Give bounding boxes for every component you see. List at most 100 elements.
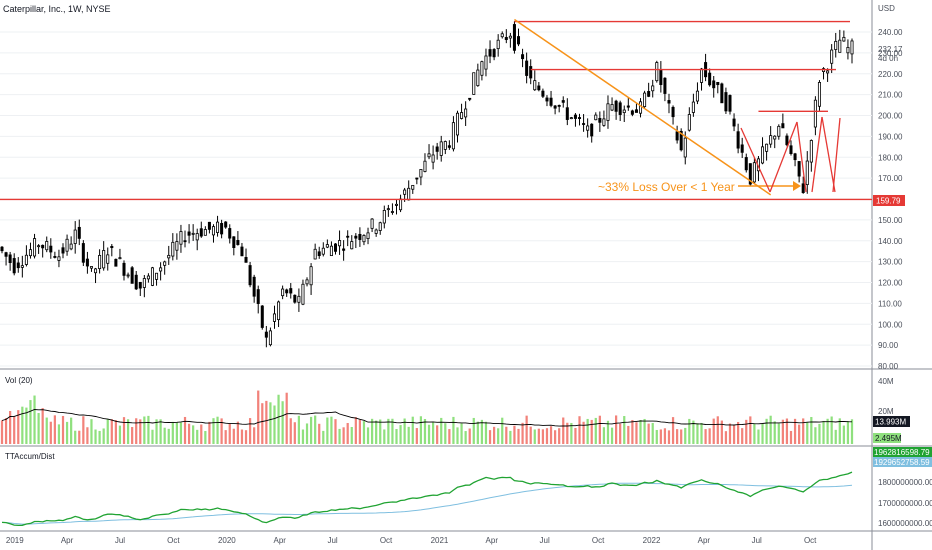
- accum-line: [1, 471, 853, 527]
- candle-body: [16, 262, 20, 269]
- volume-bar: [704, 429, 707, 444]
- candle-body: [187, 231, 191, 236]
- candle-body: [33, 238, 37, 257]
- volume-bar: [785, 418, 789, 444]
- candle-body: [541, 90, 545, 97]
- candle-body: [277, 301, 281, 321]
- candle-body: [289, 288, 293, 294]
- accum-ma-line: [1, 482, 853, 525]
- volume-bar: [244, 430, 248, 444]
- candle-body: [797, 161, 801, 177]
- volume-bar: [464, 431, 467, 444]
- volume-bar: [635, 422, 638, 444]
- volume-bar: [814, 427, 817, 444]
- candle-body: [49, 245, 53, 253]
- candle-body: [801, 183, 805, 193]
- volume-bar: [143, 416, 146, 444]
- volume-bar: [240, 429, 244, 444]
- volume-bar: [737, 421, 740, 444]
- volume-bar: [358, 419, 362, 444]
- volume-bar: [338, 428, 341, 444]
- volume-bar: [318, 423, 321, 444]
- volume-bar: [135, 418, 138, 444]
- accum-pane-title: TTAccum/Dist: [5, 452, 55, 461]
- candle-body: [138, 281, 142, 289]
- candle-body: [647, 91, 651, 97]
- volume-bar: [440, 417, 443, 444]
- candle-body: [590, 123, 594, 137]
- candle-body: [8, 254, 12, 263]
- wedge-line: [821, 116, 836, 193]
- volume-bar: [619, 423, 622, 444]
- volume-bar: [671, 417, 675, 444]
- volume-bar: [196, 429, 199, 444]
- candle-body: [830, 49, 834, 64]
- candle-body: [321, 247, 325, 255]
- volume-bar: [643, 418, 646, 444]
- volume-bar: [586, 418, 589, 444]
- price-tick-label: 230.00: [878, 49, 903, 58]
- volume-bar: [749, 416, 752, 444]
- volume-bar: [415, 428, 418, 444]
- price-tick-label: 80.00: [878, 362, 899, 371]
- volume-bar: [842, 425, 845, 444]
- accum-tick-1600m: 1600000000.00: [878, 519, 932, 528]
- candle-body: [569, 117, 573, 120]
- candle-body: [199, 228, 203, 237]
- candle-body: [606, 103, 610, 121]
- candle-body: [512, 24, 516, 51]
- volume-bar: [322, 430, 325, 444]
- volume-bar: [110, 419, 113, 444]
- candle-body: [455, 112, 460, 136]
- volume-bar: [4, 418, 8, 444]
- volume-tick-40m: 40M: [878, 377, 894, 386]
- candle-body: [81, 243, 85, 263]
- volume-bar: [346, 423, 349, 444]
- volume-bar: [452, 416, 455, 444]
- volume-bar: [94, 429, 97, 444]
- candle-body: [264, 331, 268, 338]
- candle-body: [557, 104, 561, 107]
- candle-body: [533, 80, 537, 91]
- volume-bar: [509, 430, 512, 444]
- price-tick-label: 120.00: [878, 279, 903, 288]
- candle-body: [20, 265, 24, 268]
- volume-bar: [220, 418, 223, 444]
- candle-body: [842, 36, 846, 42]
- time-axis-label: Oct: [592, 536, 605, 545]
- candle-body: [403, 189, 407, 195]
- volume-bar: [102, 428, 105, 444]
- time-axis-label: Jul: [752, 536, 762, 545]
- candle-body: [451, 122, 455, 150]
- volume-bar: [431, 422, 435, 444]
- candle-body: [464, 108, 468, 118]
- volume-bar: [411, 416, 414, 444]
- volume-bar: [521, 422, 524, 444]
- volume-bar: [566, 422, 569, 444]
- volume-pane-title: Vol (20): [5, 376, 33, 385]
- candle-body: [338, 240, 342, 247]
- volume-bar: [822, 420, 825, 444]
- candle-body: [41, 244, 45, 249]
- volume-bar: [212, 418, 215, 444]
- volume-bar: [118, 425, 122, 444]
- volume-bar: [25, 407, 28, 444]
- volume-bar: [0, 420, 4, 444]
- candle-body: [195, 233, 199, 241]
- candle-body: [313, 248, 317, 260]
- candle-body: [687, 114, 691, 131]
- time-axis-label: Jul: [327, 536, 337, 545]
- volume-bar: [761, 423, 764, 444]
- candle-body: [203, 229, 207, 236]
- candle-body: [634, 109, 638, 113]
- volume-bar: [826, 418, 829, 444]
- volume-bar: [391, 418, 394, 444]
- volume-bar: [9, 410, 12, 444]
- volume-bar: [326, 417, 329, 444]
- volume-bar: [708, 428, 711, 444]
- candle-body: [106, 254, 110, 264]
- accum-value-1: 1962816598.79: [874, 448, 930, 457]
- volume-bar: [712, 418, 715, 444]
- volume-bar: [232, 428, 235, 444]
